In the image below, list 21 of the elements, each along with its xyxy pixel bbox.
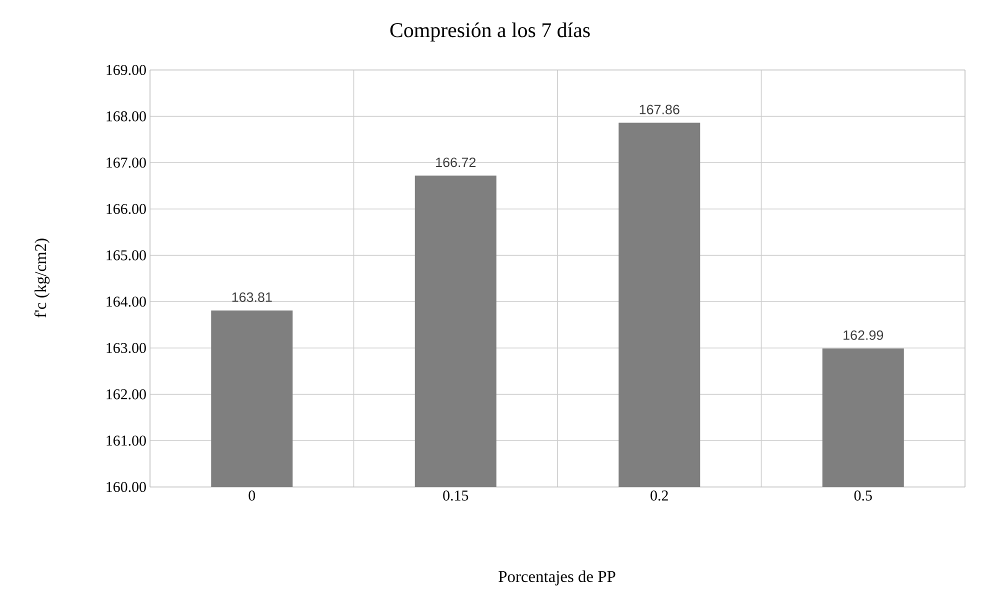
y-tick-label: 169.00: [106, 64, 146, 76]
y-tick-label: 165.00: [106, 250, 146, 260]
x-axis-title: Porcentajes de PP: [498, 570, 616, 586]
y-tick-label: 166.00: [106, 204, 146, 214]
y-tick-label: 161.00: [106, 436, 146, 446]
x-tick-label: 0.15: [443, 490, 468, 501]
data-label: 166.72: [436, 158, 476, 168]
y-tick-label: 164.00: [106, 296, 146, 307]
chart-title: Compresión a los 7 días: [390, 22, 590, 42]
data-label: 162.99: [844, 330, 884, 340]
data-label: 163.81: [232, 292, 272, 302]
y-tick-label: 162.00: [106, 389, 146, 400]
data-label: 167.86: [640, 104, 680, 114]
y-tick-label: 160.00: [106, 482, 146, 492]
y-tick-label: 168.00: [106, 111, 146, 122]
x-tick-label: 0: [248, 490, 256, 501]
y-axis-title: f'c (kg/cm2): [34, 238, 50, 318]
x-tick-label: 0.5: [854, 490, 872, 501]
x-tick-label: 0.2: [650, 490, 668, 501]
y-tick-label: 163.00: [106, 342, 146, 354]
y-tick-label: 167.00: [106, 158, 146, 168]
